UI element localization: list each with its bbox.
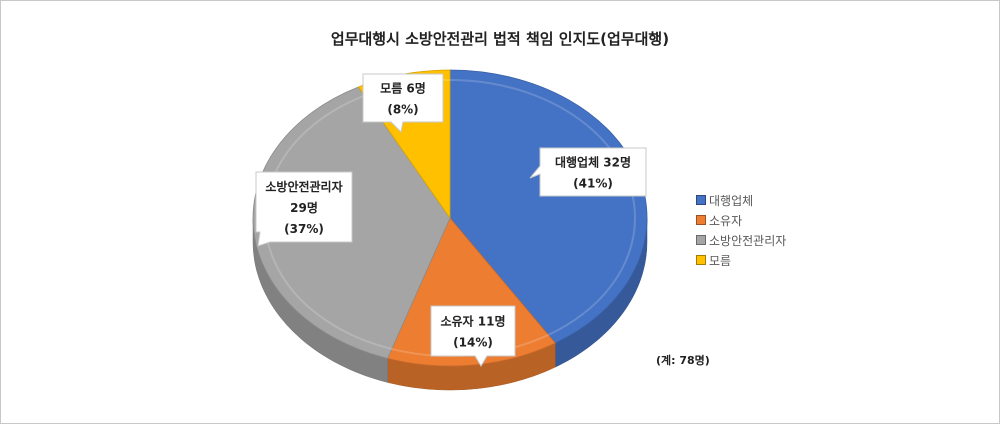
legend-label: 소유자 <box>709 213 743 228</box>
legend-item-safety-manager: 소방안전관리자 <box>696 230 786 250</box>
legend-label: 모름 <box>709 253 732 268</box>
data-label-box <box>529 147 647 197</box>
chart-legend: 대행업체 소유자 소방안전관리자 모름 <box>696 190 786 270</box>
data-label-3: 모름 6명 (8%) <box>362 73 444 134</box>
data-label-box <box>362 73 444 134</box>
legend-item-unknown: 모름 <box>696 250 786 270</box>
legend-swatch <box>696 255 706 265</box>
data-label-1: 소유자 11명 (14%) <box>430 305 516 367</box>
data-label-text: (14%) <box>453 336 493 350</box>
data-label-0: 대행업체 32명 (41%) <box>529 147 647 197</box>
legend-label: 대행업체 <box>709 193 754 208</box>
data-label-text: 대행업체 32명 <box>555 155 631 170</box>
legend-swatch <box>696 215 706 225</box>
legend-label: 소방안전관리자 <box>709 233 787 248</box>
pie-side-walls <box>252 217 648 391</box>
legend-item-owner: 소유자 <box>696 210 786 230</box>
data-label-text: (37%) <box>284 222 324 236</box>
data-label-text: (41%) <box>573 177 613 191</box>
total-note: (계: 78명) <box>656 354 710 367</box>
data-label-text: 소방안전관리자 <box>265 179 342 194</box>
chart-title: 업무대행시 소방안전관리 법적 책임 인지도(업무대행) <box>330 30 670 48</box>
data-label-text: (8%) <box>387 103 418 117</box>
data-label-text: 29명 <box>290 201 318 215</box>
data-label-box <box>255 171 353 247</box>
legend-item-agency: 대행업체 <box>696 190 786 210</box>
data-label-2: 소방안전관리자 29명 (37%) <box>255 171 353 247</box>
data-label-box <box>430 305 516 367</box>
data-labels: 대행업체 32명 (41%) 소유자 11명 (14%) 소방안전관리자 29명 (37%)… <box>255 73 647 367</box>
data-label-text: 모름 6명 <box>380 81 426 96</box>
data-label-text: 소유자 11명 <box>440 314 505 329</box>
legend-swatch <box>696 235 706 245</box>
legend-swatch <box>696 195 706 205</box>
